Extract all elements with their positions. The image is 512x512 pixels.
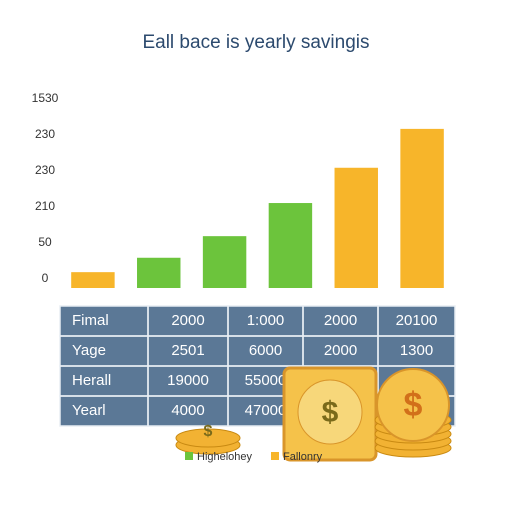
table-cell-text: 6000: [249, 342, 282, 359]
table-cell-text: 2501: [171, 342, 204, 359]
y-tick-label: 1530: [32, 91, 59, 105]
table-cell-text: 2000: [324, 342, 357, 359]
bar: [137, 257, 181, 288]
bar: [202, 236, 247, 288]
table-cell-text: Herall: [72, 372, 111, 389]
bar: [268, 203, 313, 288]
table-cell-text: Yage: [72, 342, 106, 359]
coin: [175, 428, 241, 448]
legend-swatch: [185, 452, 193, 460]
table-cell-text: 55000: [245, 372, 287, 389]
table-cell-text: 2000: [171, 312, 204, 329]
bar: [334, 167, 378, 288]
y-tick-label: 210: [35, 199, 55, 213]
bar: [71, 272, 115, 288]
y-tick-label: 50: [38, 235, 52, 249]
y-tick-label: 0: [42, 271, 49, 285]
legend-label: Highelohey: [197, 451, 253, 463]
coin-symbol: $: [322, 396, 339, 429]
table-cell-text: Fimal: [72, 312, 109, 329]
table-cell-text: 47000: [245, 402, 287, 419]
legend-swatch: [271, 452, 279, 460]
coin-face: [376, 368, 450, 442]
legend-label: Fallonry: [283, 451, 323, 463]
coin-symbol: $: [204, 423, 213, 440]
table-cell-text: 4000: [171, 402, 204, 419]
table-cell-text: 20100: [396, 312, 438, 329]
table-cell-text: 1:000: [247, 312, 285, 329]
table-cell-text: 2000: [324, 312, 357, 329]
coin-face: [297, 379, 363, 445]
table-cell-text: 1300: [400, 342, 433, 359]
table-cell-text: 19000: [167, 372, 209, 389]
y-tick-label: 230: [35, 163, 55, 177]
chart-title: Eall bace is yearly savingis: [142, 32, 369, 53]
table-cell-text: Yearl: [72, 402, 106, 419]
bar: [400, 128, 444, 288]
coin-symbol: $: [404, 386, 423, 424]
y-tick-label: 230: [35, 127, 55, 141]
